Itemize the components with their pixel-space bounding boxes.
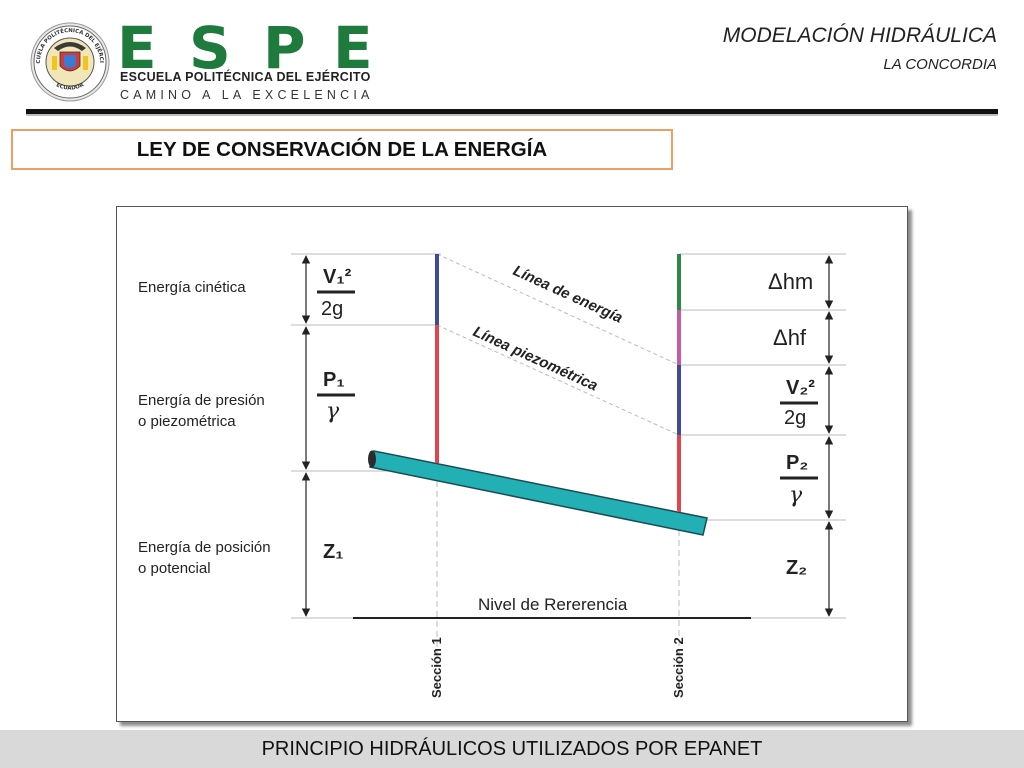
term-z1: Z₁: [323, 541, 344, 563]
brand-school-name: ESCUELA POLITÉCNICA DEL EJÉRCITO: [120, 70, 371, 84]
brand-letter-p: P: [263, 14, 306, 82]
section-title-box: LEY DE CONSERVACIÓN DE LA ENERGÍA: [11, 129, 673, 170]
label-piezometric-line: Línea piezométrica: [470, 323, 600, 394]
term-delta-hf: Δhf: [773, 325, 807, 350]
label-reference-level: Nivel de Rererencia: [478, 595, 628, 614]
brand-letter-s: S: [189, 14, 231, 82]
section-title: LEY DE CONSERVACIÓN DE LA ENERGÍA: [136, 137, 548, 161]
seal-text-bottom: ECUADOR: [55, 82, 86, 92]
course-title: MODELACIÓN HIDRÁULICA: [722, 24, 997, 47]
guide-lines: [291, 253, 846, 619]
label-energy-line: Línea de energía: [510, 262, 625, 327]
energy-diagram: Energía cinética Energía de presión o pie…: [138, 253, 846, 698]
term-p2: P₂: [786, 452, 808, 474]
pipe: [369, 450, 708, 536]
espe-seal-logo: ESCUELA POLITÉCNICA DEL EJÉRCITO ECUADOR: [30, 22, 110, 102]
label-position-energy: Energía de posición o potencial: [138, 539, 271, 577]
term-z2: Z₂: [786, 557, 807, 579]
brand-motto: CAMINO A LA EXCELENCIA: [120, 88, 374, 102]
footer-band: PRINCIPIO HIDRÁULICOS UTILIZADOS POR EPA…: [0, 730, 1024, 768]
term-v2-squared: V₂²: [786, 377, 815, 399]
course-location: LA CONCORDIA: [883, 56, 997, 73]
pipe-inlet: [368, 450, 376, 468]
head-columns: [435, 254, 681, 512]
header-rule-shadow: [26, 114, 998, 116]
footer-text: PRINCIPIO HIDRÁULICOS UTILIZADOS POR EPA…: [261, 737, 763, 760]
label-section-1: Sección 1: [429, 637, 444, 698]
section-guides: [436, 471, 680, 696]
term-2g-left: 2g: [321, 298, 343, 320]
brand-letter-e1: E: [117, 14, 157, 82]
term-delta-hm: Δhm: [768, 269, 813, 294]
label-section-2: Sección 2: [671, 637, 686, 698]
header-rule: [26, 109, 998, 114]
term-gamma-left: γ: [326, 399, 340, 424]
energy-line: [436, 253, 680, 366]
term-p1: P₁: [323, 369, 345, 391]
label-pressure-energy: Energía de presión o piezométrica: [138, 392, 265, 430]
term-2g-right: 2g: [784, 407, 806, 429]
piezometric-line: [436, 324, 680, 436]
label-kinetic-energy: Energía cinética: [138, 279, 246, 296]
brand-letter-e2: E: [333, 14, 373, 82]
head-lines: [436, 253, 680, 436]
term-v1-squared: V₁²: [323, 266, 352, 288]
diagram-frame: [116, 206, 908, 722]
term-gamma-right: γ: [789, 483, 803, 508]
